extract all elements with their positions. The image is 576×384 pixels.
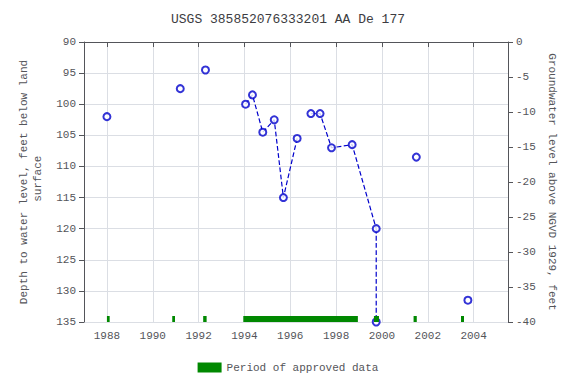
svg-text:-30: -30 [516, 246, 536, 258]
svg-text:115: 115 [56, 192, 76, 204]
svg-text:-10: -10 [516, 106, 536, 118]
svg-text:135: 135 [56, 316, 76, 328]
svg-text:Period of approved data: Period of approved data [227, 362, 379, 374]
svg-text:surface: surface [32, 156, 44, 209]
svg-text:-5: -5 [516, 71, 529, 83]
svg-text:95: 95 [63, 67, 76, 79]
svg-text:100: 100 [56, 98, 76, 110]
svg-text:125: 125 [56, 254, 76, 266]
svg-text:120: 120 [56, 223, 76, 235]
svg-text:1992: 1992 [185, 330, 211, 342]
svg-text:1996: 1996 [277, 330, 303, 342]
svg-text:-25: -25 [516, 211, 536, 223]
svg-text:2004: 2004 [460, 330, 487, 342]
svg-text:1994: 1994 [231, 330, 258, 342]
svg-text:90: 90 [63, 36, 76, 48]
svg-text:1988: 1988 [94, 330, 120, 342]
svg-text:2000: 2000 [369, 330, 395, 342]
svg-text:-40: -40 [516, 316, 536, 328]
svg-text:-15: -15 [516, 141, 536, 153]
svg-text:2002: 2002 [415, 330, 441, 342]
svg-text:USGS 385852076333201 AA De 177: USGS 385852076333201 AA De 177 [171, 12, 405, 27]
svg-text:1998: 1998 [323, 330, 349, 342]
svg-text:Depth to water level, feet bel: Depth to water level, feet below land [18, 60, 30, 304]
svg-text:0: 0 [516, 36, 523, 48]
svg-text:-20: -20 [516, 176, 536, 188]
svg-text:-35: -35 [516, 281, 536, 293]
svg-text:Groundwater level above NGVD 1: Groundwater level above NGVD 1929, feet [546, 53, 558, 310]
svg-text:130: 130 [56, 285, 76, 297]
svg-text:1990: 1990 [140, 330, 166, 342]
svg-text:110: 110 [56, 160, 76, 172]
svg-text:105: 105 [56, 129, 76, 141]
